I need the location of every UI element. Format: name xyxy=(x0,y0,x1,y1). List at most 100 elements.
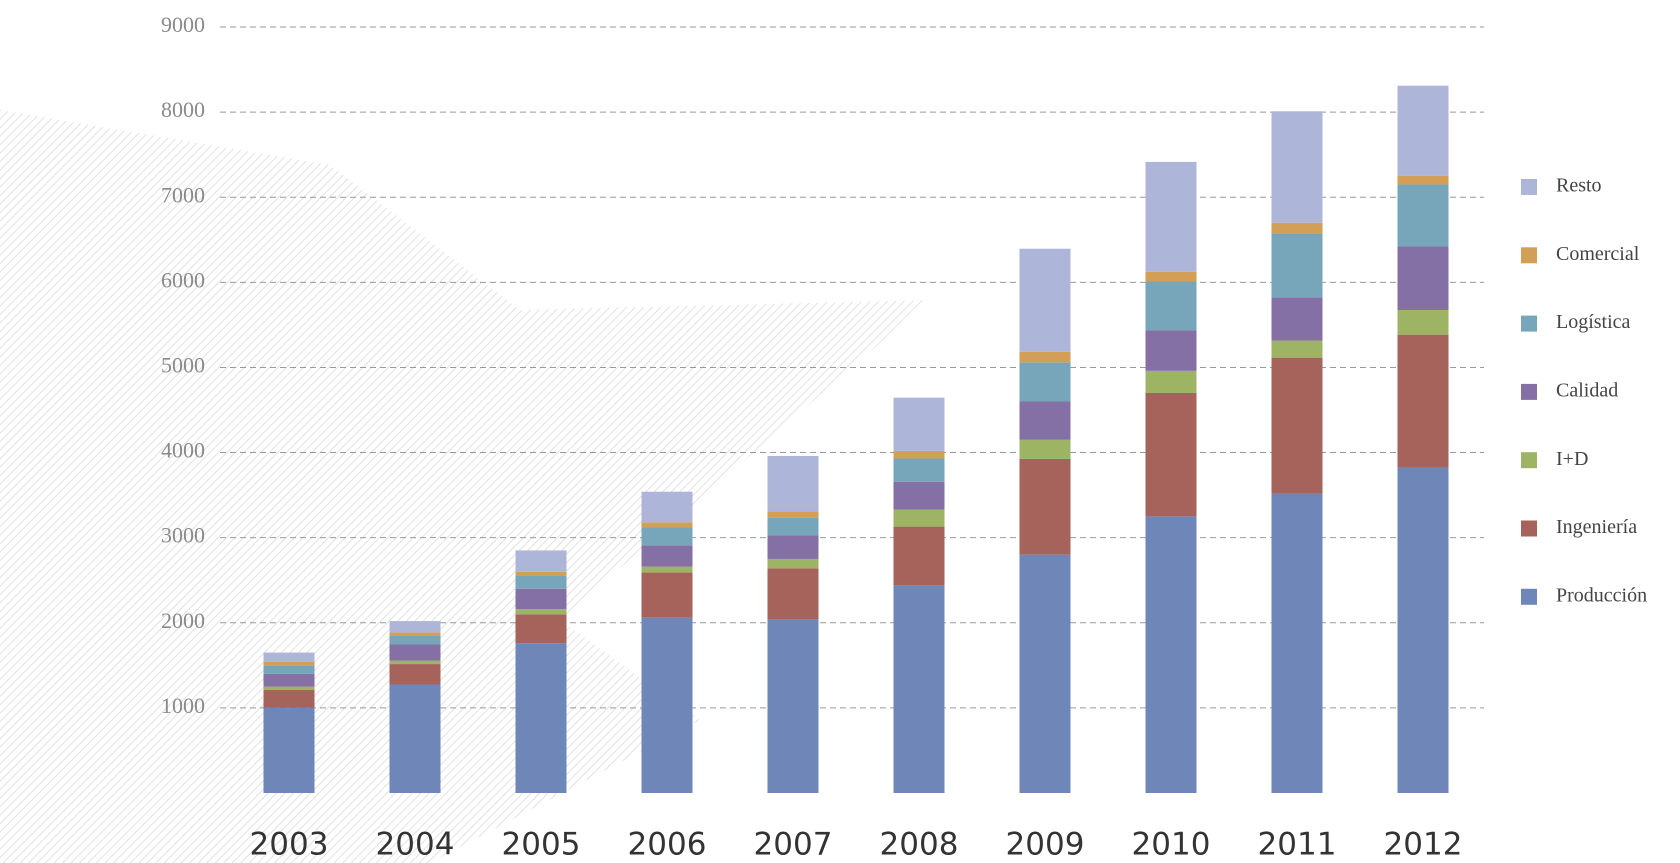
bar-segment xyxy=(1397,85,1449,176)
legend-swatch xyxy=(1521,247,1537,264)
legend-swatch xyxy=(1521,315,1537,332)
bar-segment xyxy=(515,575,567,589)
y-tick-label: 7000 xyxy=(161,182,205,207)
bar-segment xyxy=(893,397,945,451)
bar-segment xyxy=(1397,175,1449,185)
bar-segment xyxy=(1397,334,1449,468)
bar-segment xyxy=(1145,370,1197,393)
x-tick-label: 2007 xyxy=(754,827,833,863)
bar-segment xyxy=(515,609,567,615)
bar-segment xyxy=(515,588,567,610)
x-tick-label: 2008 xyxy=(880,827,959,863)
bar-segment xyxy=(1397,309,1449,335)
legend-label: Ingeniería xyxy=(1556,516,1637,538)
bar-segment xyxy=(515,571,567,576)
bar-segment xyxy=(389,621,441,633)
bar-segment xyxy=(1019,248,1071,352)
x-tick-label: 2006 xyxy=(628,827,707,863)
x-tick-label: 2004 xyxy=(376,827,455,863)
bar-segment xyxy=(1271,340,1323,358)
bar-segment xyxy=(893,458,945,482)
bar-segment xyxy=(263,690,315,708)
legend-label: Producción xyxy=(1556,584,1647,606)
bar-segment xyxy=(1145,516,1197,793)
plot: 1000 2000 3000 4000 5000 6000 7000 8000 9000 2003… xyxy=(161,12,1647,862)
bar-segment xyxy=(767,517,819,536)
legend-label: Resto xyxy=(1556,175,1602,197)
bar-segment xyxy=(641,572,693,618)
bar-segment xyxy=(1019,554,1071,793)
bar-segment xyxy=(263,665,315,674)
x-tick-label: 2003 xyxy=(250,827,329,863)
bar-segment xyxy=(641,527,693,546)
bar-segment xyxy=(515,550,567,572)
legend-swatch xyxy=(1521,179,1537,195)
bar-segment xyxy=(893,526,945,586)
x-tick-label: 2009 xyxy=(1006,827,1085,863)
bar-segment xyxy=(389,664,441,685)
bar-segment xyxy=(389,660,441,665)
bar-segment xyxy=(1397,246,1449,310)
bar-segment xyxy=(1145,330,1197,371)
legend-swatch xyxy=(1521,520,1537,537)
y-tick-label: 6000 xyxy=(161,267,205,292)
bar-segment xyxy=(893,509,945,527)
x-tick-label: 2010 xyxy=(1132,827,1211,863)
x-tick-label: 2005 xyxy=(502,827,581,863)
y-tick-label: 8000 xyxy=(161,97,205,122)
legend-label: Comercial xyxy=(1556,243,1640,265)
bar-segment xyxy=(641,545,693,567)
bar-segment xyxy=(767,511,819,518)
bar-segment xyxy=(641,617,693,793)
bar-segment xyxy=(1019,362,1071,402)
bar-segment xyxy=(1019,351,1071,363)
x-tick-label: 2012 xyxy=(1384,827,1463,863)
bar-segment xyxy=(263,673,315,687)
bar-segment xyxy=(1397,184,1449,247)
y-tick-label: 4000 xyxy=(161,438,205,463)
legend-label: I+D xyxy=(1556,448,1588,470)
bar-segment xyxy=(1145,392,1197,517)
bar-segment xyxy=(263,652,315,662)
bar-segment xyxy=(263,707,315,793)
bar-segment xyxy=(1271,492,1323,793)
legend-swatch xyxy=(1521,588,1537,605)
bar-segment xyxy=(767,558,819,569)
legend-swatch xyxy=(1521,383,1537,400)
bar-segment xyxy=(767,568,819,620)
x-tick-label: 2011 xyxy=(1258,827,1337,863)
bar-segment xyxy=(1271,233,1323,298)
bar-segment xyxy=(1019,401,1071,440)
bar-segment xyxy=(893,585,945,793)
y-tick-label: 5000 xyxy=(161,352,205,377)
bar-segment xyxy=(893,450,945,459)
bar-segment xyxy=(389,684,441,793)
y-tick-label: 2000 xyxy=(161,608,205,633)
bar-segment xyxy=(767,535,819,559)
bar-segment xyxy=(767,455,819,512)
bar-segment xyxy=(1145,161,1197,272)
y-tick-label: 3000 xyxy=(161,523,205,548)
bar-segment xyxy=(641,566,693,573)
bar-segment xyxy=(1271,222,1323,234)
bar-segment xyxy=(767,619,819,793)
bar-segment xyxy=(389,644,441,661)
bar-segment xyxy=(1145,271,1197,282)
legend-label: Calidad xyxy=(1556,379,1618,401)
bar-segment xyxy=(263,686,315,691)
bar-segment xyxy=(389,635,441,645)
bar-segment xyxy=(515,614,567,644)
legend-swatch xyxy=(1521,452,1537,469)
legend-label: Logística xyxy=(1556,311,1631,333)
y-tick-label: 1000 xyxy=(161,693,205,718)
bar-segment xyxy=(641,522,693,528)
bar-segment xyxy=(641,491,693,523)
bar-segment xyxy=(1397,467,1449,793)
bar-segment xyxy=(389,632,441,636)
bar-segment xyxy=(1019,439,1071,459)
bar-segment xyxy=(893,481,945,510)
bar-segment xyxy=(515,643,567,793)
background-hatch xyxy=(0,110,930,863)
bar-segment xyxy=(1271,297,1323,341)
